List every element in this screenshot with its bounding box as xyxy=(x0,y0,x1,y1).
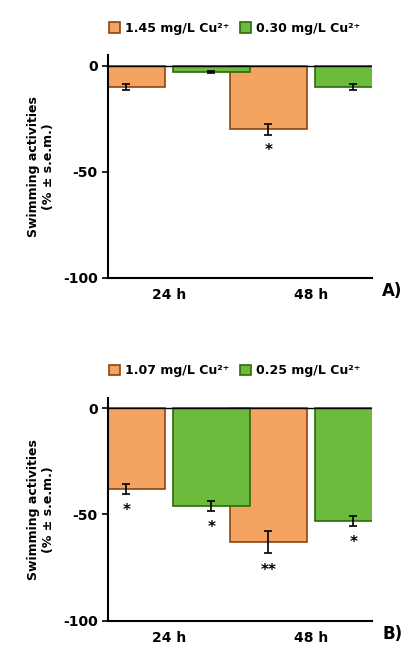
Y-axis label: Swimming activities
(% ± s.e.m.): Swimming activities (% ± s.e.m.) xyxy=(27,439,55,579)
Bar xyxy=(88,409,165,489)
Legend: 1.45 mg/L Cu²⁺, 0.30 mg/L Cu²⁺: 1.45 mg/L Cu²⁺, 0.30 mg/L Cu²⁺ xyxy=(104,16,365,40)
Bar xyxy=(173,65,250,72)
Bar xyxy=(315,409,392,521)
Text: *: * xyxy=(122,503,130,518)
Bar xyxy=(230,409,307,542)
Text: B): B) xyxy=(382,625,402,643)
Legend: 1.07 mg/L Cu²⁺, 0.25 mg/L Cu²⁺: 1.07 mg/L Cu²⁺, 0.25 mg/L Cu²⁺ xyxy=(104,360,365,382)
Bar xyxy=(173,409,250,506)
Bar xyxy=(230,65,307,129)
Text: A): A) xyxy=(382,282,402,300)
Bar xyxy=(315,65,392,86)
Text: *: * xyxy=(349,535,357,550)
Text: *: * xyxy=(264,143,272,158)
Text: *: * xyxy=(207,520,215,535)
Bar xyxy=(88,65,165,86)
Y-axis label: Swimming activities
(% ± s.e.m.): Swimming activities (% ± s.e.m.) xyxy=(27,96,55,237)
Text: **: ** xyxy=(260,563,276,578)
